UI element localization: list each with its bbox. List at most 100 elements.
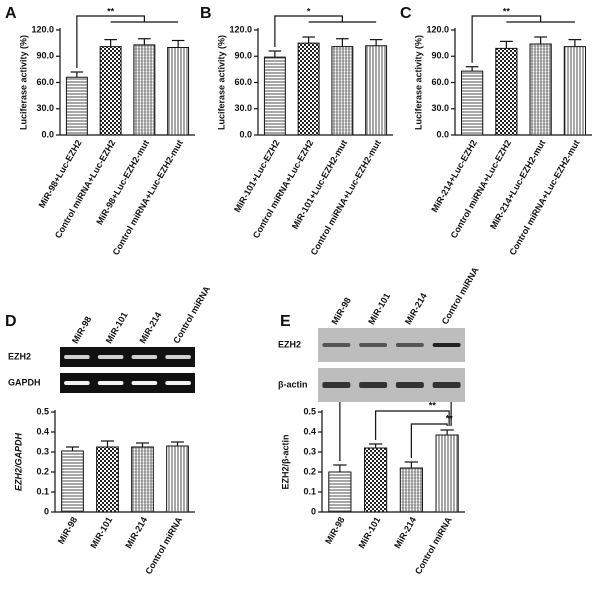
y-tick-label: 0: [44, 506, 49, 516]
lane-label: Control miRNA: [171, 284, 212, 345]
y-tick-label: 0.1: [36, 486, 49, 496]
bar: [133, 44, 156, 136]
panel-letter: D: [5, 313, 17, 330]
bar: [65, 76, 88, 136]
y-tick-label: 60.0: [431, 77, 449, 87]
significance-label: **: [429, 400, 437, 410]
lane-label: MiR-98: [330, 296, 353, 327]
significance-bracket: [76, 15, 179, 68]
blot-row-label: GAPDH: [8, 377, 41, 387]
panel-letter: C: [400, 5, 412, 22]
panel-letter: A: [5, 5, 17, 22]
bar: [563, 46, 586, 136]
y-tick-label: 0.0: [41, 129, 54, 139]
y-tick-label: 120.0: [31, 24, 54, 34]
x-tick-label: Control miRNA+Luc-EZH2-mut: [111, 138, 185, 257]
significance-bracket: [410, 423, 448, 458]
significance-bracket: [274, 15, 377, 47]
blot-strip: [60, 373, 195, 393]
bar: [495, 47, 518, 136]
bar: [461, 70, 484, 136]
y-tick-label: 0.4: [36, 426, 49, 436]
y-tick-label: 30.0: [234, 103, 252, 113]
y-tick-label: 0.5: [36, 406, 49, 416]
y-axis-label: EZH2/β-actin: [280, 434, 290, 489]
bar: [365, 45, 388, 136]
y-tick-label: 0.3: [303, 446, 316, 456]
blot-band: [359, 382, 388, 388]
x-tick-label: MiR-101: [88, 515, 114, 550]
y-tick-label: 90.0: [431, 51, 449, 61]
y-tick-label: 0.1: [303, 486, 316, 496]
y-axis-label: EZH2/GAPDH: [13, 432, 23, 491]
x-tick-label: MiR-98: [323, 515, 346, 546]
blot-band: [131, 355, 158, 359]
lane-label: MiR-214: [403, 291, 429, 326]
significance-label: *: [307, 6, 311, 16]
y-tick-label: 90.0: [234, 51, 252, 61]
bar: [166, 445, 189, 513]
y-tick-label: 120.0: [426, 24, 449, 34]
lane-label: MiR-98: [70, 315, 93, 346]
significance-bracket: [471, 15, 575, 63]
blot-band: [97, 381, 124, 385]
y-tick-label: 0.0: [436, 129, 449, 139]
bar: [96, 446, 119, 513]
x-tick-label: Control miRNA+Luc-EZH2: [449, 138, 514, 240]
x-tick-label: MiR-214: [392, 515, 418, 550]
panel-letter: B: [200, 5, 212, 22]
bar: [529, 43, 552, 136]
significance-bracket: [375, 410, 450, 440]
x-tick-label: MiR-101: [356, 515, 382, 550]
lane-label: MiR-214: [138, 310, 164, 345]
panel-letter: E: [280, 313, 291, 330]
blot-band: [359, 343, 388, 347]
y-tick-label: 0.4: [303, 426, 316, 436]
lane-label: MiR-101: [104, 310, 130, 345]
y-tick-label: 60.0: [234, 77, 252, 87]
blot-band: [322, 343, 351, 347]
bar: [263, 56, 286, 136]
y-tick-label: 0.0: [239, 129, 252, 139]
blot-band: [165, 381, 191, 385]
bar: [167, 47, 190, 136]
bar: [435, 434, 459, 513]
blot-band: [131, 381, 158, 385]
blot-band: [432, 382, 461, 388]
y-tick-label: 30.0: [431, 103, 449, 113]
significance-label: **: [107, 6, 115, 16]
blot-strip: [60, 347, 195, 367]
blot-band: [395, 343, 424, 347]
lane-label: Control miRNA: [440, 265, 481, 326]
blot-row-label: EZH2: [8, 351, 31, 361]
blot-band: [165, 355, 191, 359]
y-tick-label: 0.3: [36, 446, 49, 456]
blot-band: [97, 355, 124, 359]
y-tick-label: 90.0: [36, 51, 54, 61]
bar: [297, 42, 320, 136]
y-tick-label: 0: [311, 506, 316, 516]
blot-band: [64, 355, 90, 359]
blot-row-label: β-actin: [278, 379, 308, 389]
blot-band: [322, 382, 351, 388]
x-tick-label: Control miRNA+Luc-EZH2-mut: [507, 138, 581, 257]
y-tick-label: 30.0: [36, 103, 54, 113]
significance-label: **: [503, 6, 511, 16]
bar: [99, 46, 122, 136]
bar: [328, 471, 352, 513]
bar: [331, 46, 354, 136]
x-tick-label: Control miRNA+Luc-EZH2: [251, 138, 316, 240]
x-tick-label: Control miRNA: [143, 515, 184, 576]
y-axis-label: Luciferase activity (%): [413, 35, 423, 130]
x-tick-label: Control miRNA+Luc-EZH2-mut: [309, 138, 383, 257]
blot-row-label: EZH2: [278, 339, 301, 349]
y-tick-label: 0.2: [36, 466, 49, 476]
bar: [364, 447, 388, 513]
blot-band: [395, 382, 424, 388]
blot-band: [64, 381, 90, 385]
y-tick-label: 0.2: [303, 466, 316, 476]
x-tick-label: MiR-98: [56, 515, 79, 546]
x-tick-label: Control miRNA+Luc-EZH2: [53, 138, 118, 240]
x-tick-label: Control miRNA: [413, 515, 454, 576]
